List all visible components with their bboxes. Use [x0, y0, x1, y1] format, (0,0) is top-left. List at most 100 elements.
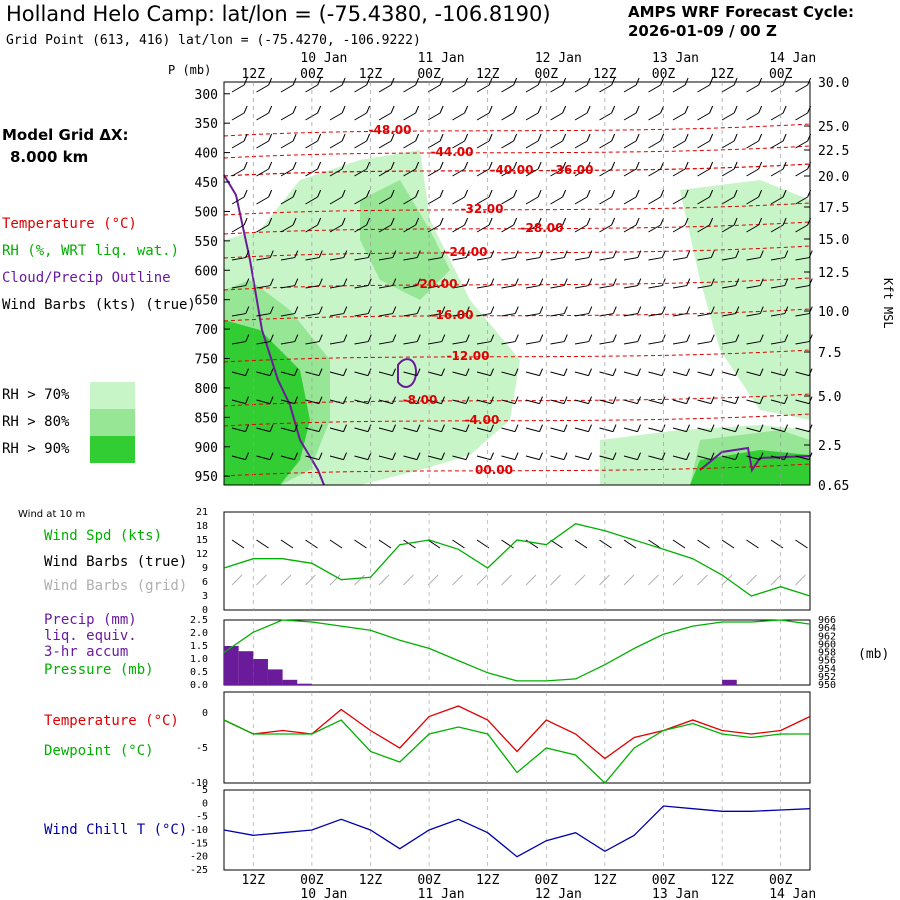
wind-barb-flag — [686, 250, 691, 258]
wind-barb-staff — [427, 224, 441, 233]
wind-speed-tick: 12 — [196, 549, 208, 560]
pressure-tick-label: 300 — [195, 88, 218, 103]
wind-barb — [672, 133, 689, 149]
height-tick-label: 7.5 — [818, 346, 841, 361]
wind-barb — [256, 452, 274, 461]
wind-barb — [427, 161, 444, 177]
wind-speed-tick: 6 — [202, 577, 208, 588]
wind-barb-grid — [403, 574, 414, 586]
wind-barb-flag — [465, 452, 470, 460]
wind-barb — [648, 161, 665, 177]
precip-bar — [253, 659, 268, 685]
wind-barb-flag — [269, 278, 274, 286]
wind-barb-staff — [550, 140, 563, 149]
pressure-tick-label: 500 — [195, 205, 218, 220]
wind-barb-staff — [795, 455, 810, 461]
wind-barb-flag — [513, 189, 518, 198]
wind-barb-staff — [574, 427, 589, 433]
wind-barb — [672, 452, 690, 461]
wind-barb — [476, 334, 495, 345]
wind-barb-flag — [759, 334, 764, 342]
wind-barb-flag — [588, 396, 592, 404]
wind-barb-staff — [721, 140, 735, 149]
wind-barb-flag — [269, 452, 274, 460]
wind-barb — [280, 306, 299, 317]
wind-barb-staff — [354, 313, 369, 317]
pressure-tick-label: 450 — [195, 176, 218, 191]
wind-barb-staff — [746, 224, 759, 233]
date-tick-top: 13 Jan — [652, 51, 699, 66]
wind-barb-staff — [550, 427, 565, 433]
wind-barb — [623, 368, 641, 377]
wind-barb-flag — [514, 334, 519, 342]
precip-tick: 2.0 — [190, 628, 208, 639]
wind-barb — [354, 133, 371, 149]
wind-barb-flag — [269, 368, 274, 376]
wind-barb-staff — [697, 224, 710, 233]
wind-barb-flag — [292, 217, 297, 226]
wind-barb-staff — [599, 371, 614, 377]
wind-barb — [525, 396, 543, 405]
wind-barb-flag — [637, 424, 641, 432]
wind-barb-staff — [452, 341, 467, 345]
wind-barb-staff — [354, 285, 369, 289]
pressure-tick-label: 950 — [195, 470, 218, 485]
wind-barb-flag — [366, 189, 371, 198]
wind-barb-staff — [501, 168, 514, 177]
wind-barb-flag — [245, 306, 250, 314]
wind-barb-grid — [427, 574, 439, 586]
wind-barb — [574, 368, 592, 377]
wind-barb-staff — [329, 84, 343, 93]
wind-barb-flag — [415, 189, 420, 198]
wind-barb-staff — [403, 455, 418, 461]
wind-barb-staff — [770, 84, 784, 93]
wind-barb-flag — [416, 424, 421, 432]
wind-barb — [721, 452, 739, 461]
wind-barb-flag — [416, 396, 421, 404]
wind-barb-flag — [465, 250, 470, 258]
height-tick-label: 25.0 — [818, 120, 849, 135]
wind-barb-staff — [623, 313, 638, 317]
wind-barb-flag — [341, 105, 346, 114]
wind-barb-staff — [648, 427, 663, 433]
wind-barb-staff — [574, 196, 588, 205]
wind-speed-tick: 3 — [202, 591, 208, 602]
wind-barb-staff — [452, 285, 467, 289]
wind-barb-flag — [367, 278, 372, 286]
wind-barb-flag — [366, 161, 371, 170]
wind-barb-staff — [648, 455, 663, 461]
wind-barb — [550, 189, 567, 205]
wind-barb-staff — [501, 427, 516, 433]
wind-barb-staff — [574, 257, 589, 261]
wind-barb-staff — [525, 257, 540, 261]
wind-barb-staff — [378, 455, 393, 461]
wind-barb — [231, 105, 248, 121]
wind-barb-grid — [280, 574, 292, 586]
wind-barb-staff — [672, 84, 686, 93]
wind-barb-flag — [441, 306, 446, 314]
time-tick-bottom: 12Z — [710, 873, 734, 888]
temperature-line — [223, 705, 811, 760]
time-tick-bottom: 00Z — [300, 873, 324, 888]
wind-barb-flag — [317, 217, 322, 226]
temperature-panel-frame — [223, 691, 811, 784]
wind-barb-staff — [329, 196, 343, 205]
wind-barb-staff — [403, 341, 418, 345]
wind-barb — [599, 217, 616, 233]
wind-barb-flag — [415, 217, 420, 226]
wind-barb-flag — [292, 189, 297, 198]
wind-barb — [231, 334, 250, 345]
wind-barb-staff — [403, 84, 416, 93]
wind-barb — [501, 105, 518, 121]
wind-barb-staff — [672, 140, 686, 149]
wind-barb — [427, 306, 446, 317]
wind-barb-flag — [416, 278, 421, 286]
wind-barb-flag — [243, 189, 248, 198]
wind-barb — [697, 452, 715, 461]
wind-barb-flag — [563, 306, 568, 314]
wind-barb — [427, 452, 445, 461]
wind-barb — [305, 189, 322, 205]
wind-barb-flag — [660, 189, 665, 198]
wind-barb-staff — [452, 196, 465, 205]
wind-barb-staff — [648, 257, 663, 261]
